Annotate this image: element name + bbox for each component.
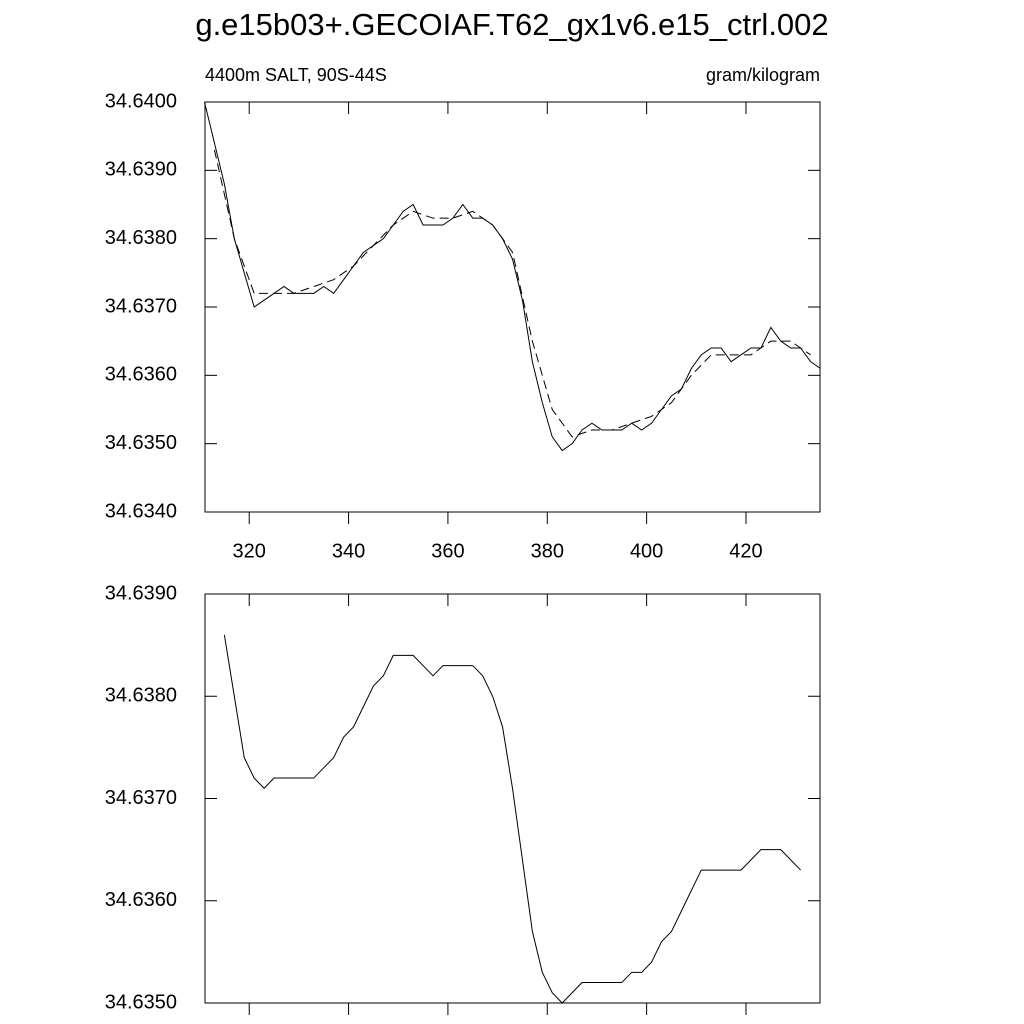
- y-tick-label: 34.6390: [105, 582, 177, 604]
- plot-frame: [204, 101, 821, 513]
- data-line: [213, 149, 811, 438]
- y-tick-label: 34.6380: [105, 227, 177, 249]
- right-string: gram/kilogram: [706, 65, 820, 85]
- left-string: 4400m SALT, 90S-44S: [205, 65, 387, 85]
- figure-title: g.e15b03+.GECOIAF.T62_gx1v6.e15_ctrl.002: [195, 7, 828, 42]
- y-tick-label: 34.6370: [105, 787, 177, 809]
- x-tick-label: 420: [729, 540, 762, 562]
- y-tick-label: 34.6360: [105, 889, 177, 911]
- x-tick-label: 360: [431, 540, 464, 562]
- y-tick-label: 34.6390: [105, 159, 177, 181]
- y-tick-label: 34.6370: [105, 295, 177, 317]
- y-tick-label: 34.6400: [105, 90, 177, 112]
- data-line: [204, 101, 821, 452]
- x-tick-label: 320: [233, 540, 266, 562]
- y-tick-label: 34.6350: [105, 432, 177, 454]
- y-tick-label: 34.6360: [105, 364, 177, 386]
- y-tick-label: 34.6380: [105, 685, 177, 707]
- plot-frame: [204, 593, 821, 1004]
- x-tick-label: 340: [332, 540, 365, 562]
- x-tick-label: 400: [630, 540, 663, 562]
- y-tick-label: 34.6340: [105, 500, 177, 522]
- y-tick-label: 34.6350: [105, 991, 177, 1013]
- x-tick-label: 380: [531, 540, 564, 562]
- data-line: [223, 634, 801, 1004]
